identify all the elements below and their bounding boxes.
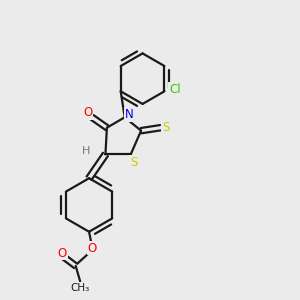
Text: O: O: [58, 247, 67, 260]
Text: CH₃: CH₃: [70, 283, 90, 293]
Text: S: S: [162, 121, 169, 134]
Text: H: H: [82, 146, 90, 156]
Text: N: N: [125, 108, 134, 121]
Text: Cl: Cl: [169, 83, 181, 96]
Text: O: O: [83, 106, 92, 119]
Text: S: S: [130, 156, 137, 169]
Text: O: O: [87, 242, 97, 255]
